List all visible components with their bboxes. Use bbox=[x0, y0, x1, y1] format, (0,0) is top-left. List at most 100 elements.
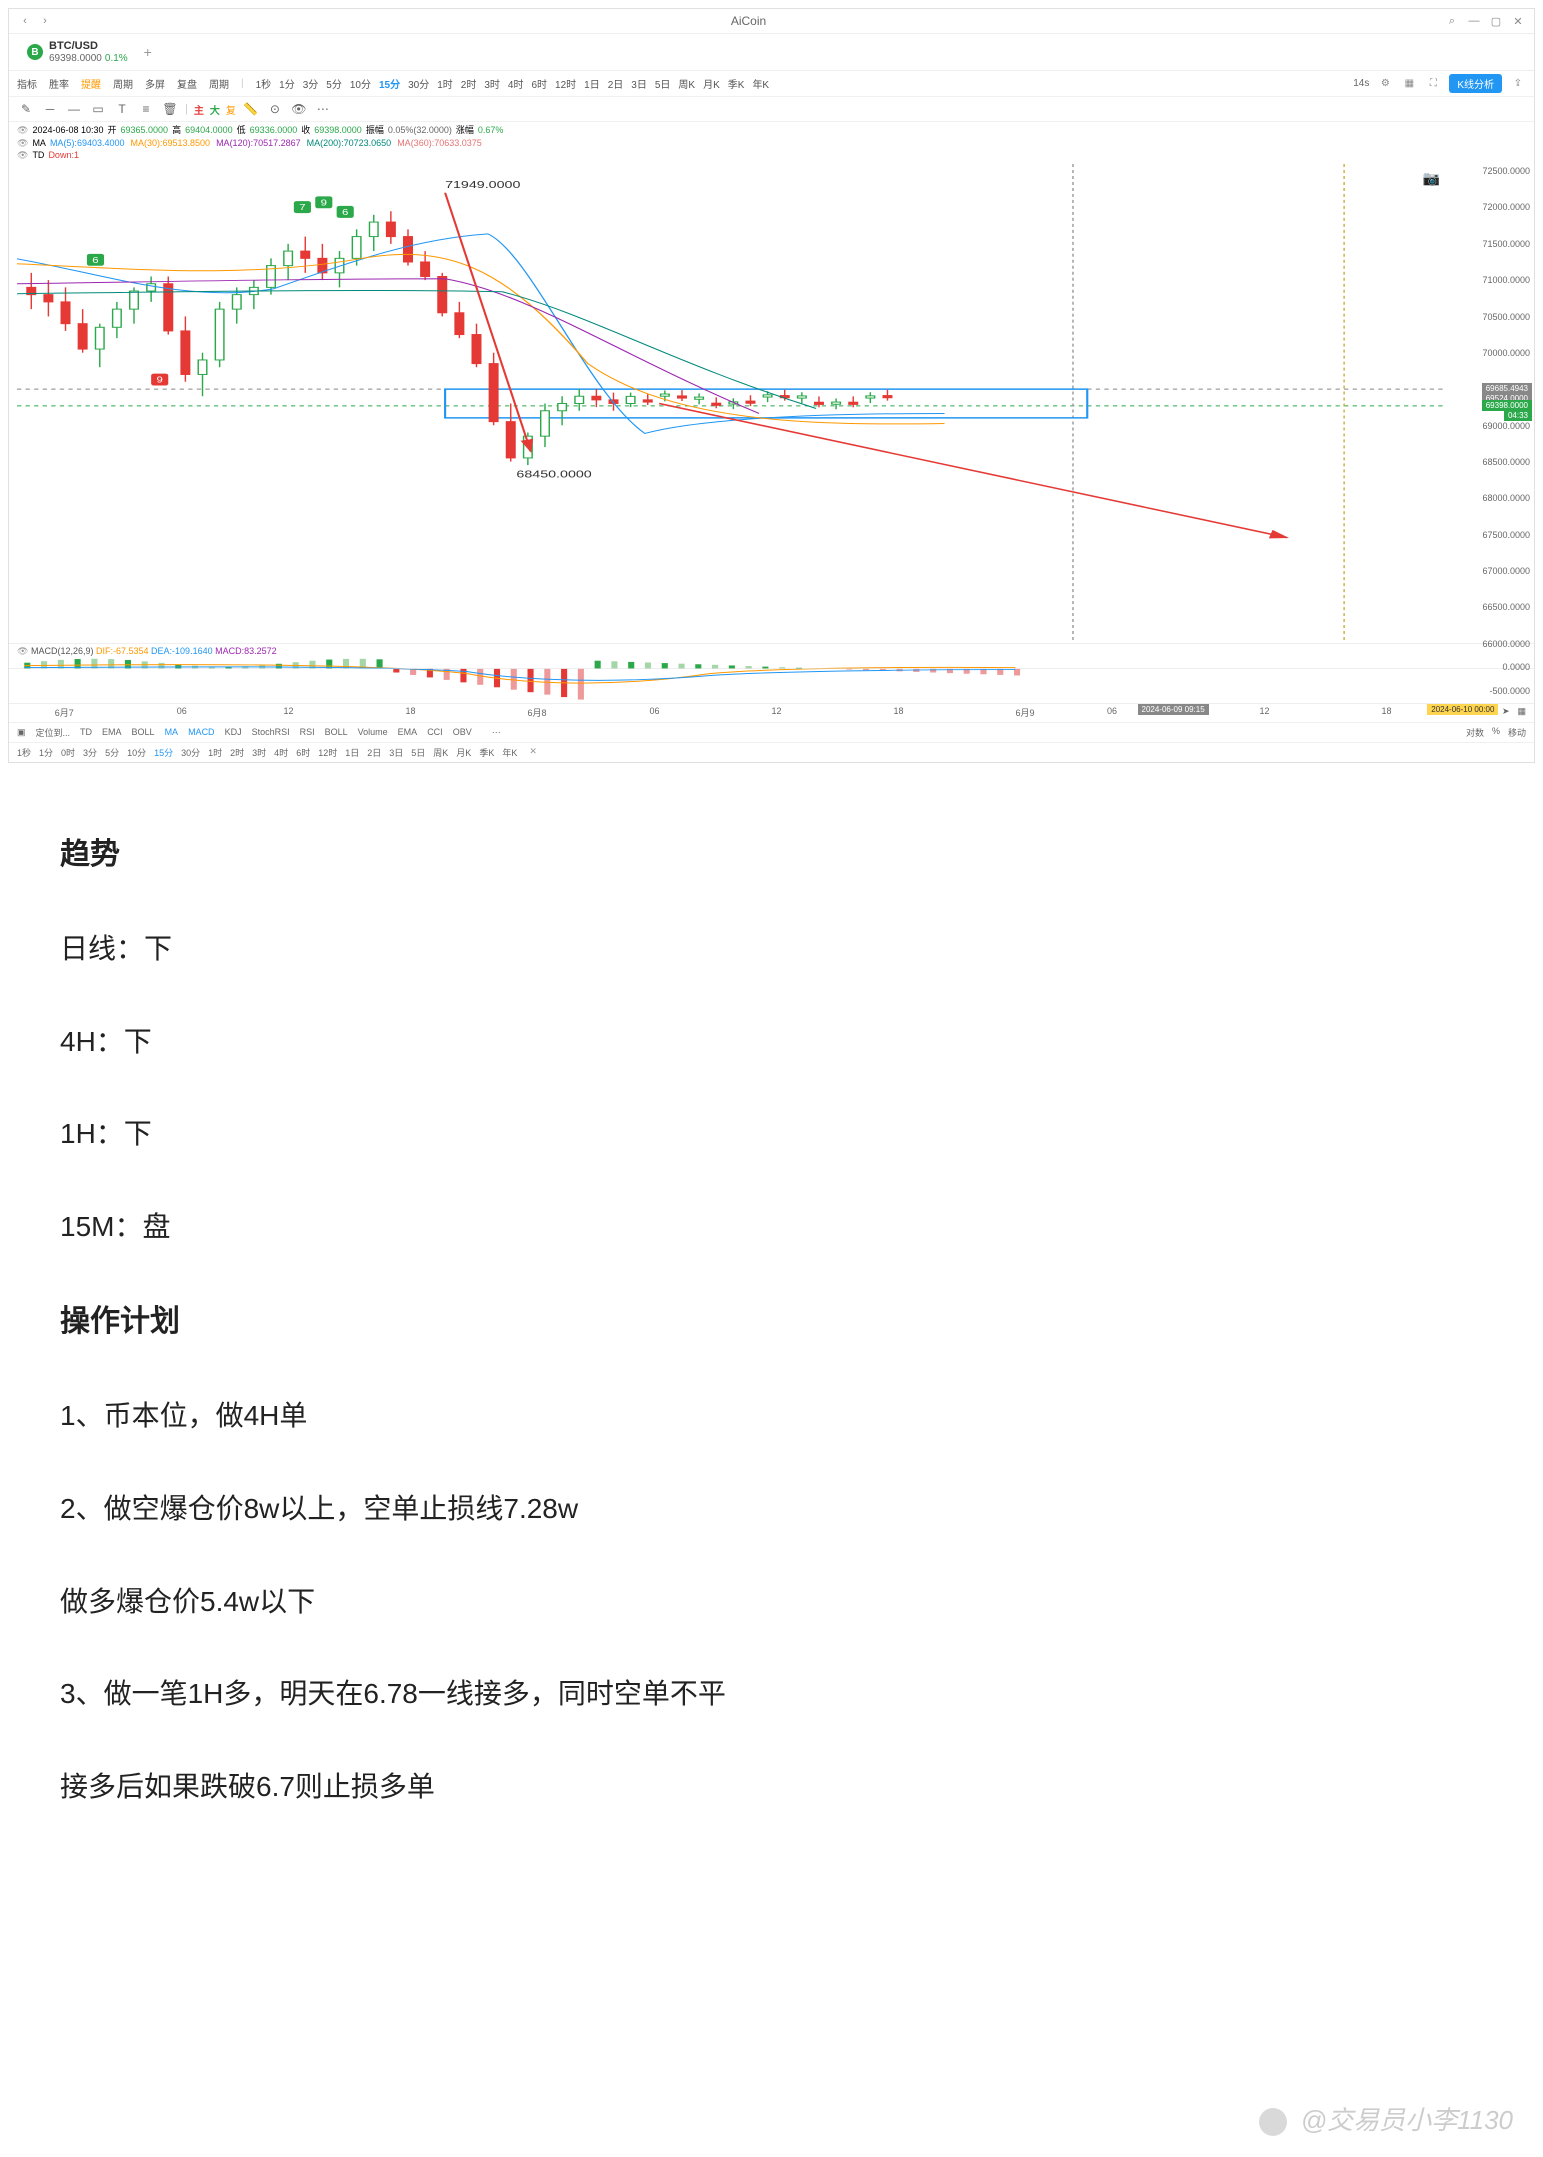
ind-ema[interactable]: EMA bbox=[398, 727, 418, 737]
tf-2日[interactable]: 2日 bbox=[608, 76, 624, 91]
tf-月K[interactable]: 月K bbox=[703, 76, 720, 91]
tf-3分[interactable]: 3分 bbox=[303, 76, 319, 91]
filter-icon[interactable]: ▦ bbox=[1401, 76, 1417, 92]
tb-alert[interactable]: 提醒 bbox=[81, 76, 101, 91]
tf2-1分[interactable]: 1分 bbox=[39, 746, 53, 759]
ind-volume[interactable]: Volume bbox=[358, 727, 388, 737]
tf2-30分[interactable]: 30分 bbox=[181, 746, 200, 759]
draw-fib-icon[interactable]: ≡ bbox=[137, 100, 155, 118]
tf-1分[interactable]: 1分 bbox=[279, 76, 295, 91]
locate-button[interactable]: 定位到... bbox=[36, 726, 71, 739]
xaxis-grid-icon[interactable]: ▦ bbox=[1517, 706, 1526, 717]
tb-winrate[interactable]: 胜率 bbox=[49, 76, 69, 91]
tf-12时[interactable]: 12时 bbox=[555, 76, 576, 91]
tf-5分[interactable]: 5分 bbox=[326, 76, 342, 91]
tb-cycle[interactable]: 周期 bbox=[113, 76, 133, 91]
draw-trash-icon[interactable]: 🗑 bbox=[161, 100, 179, 118]
tf-3时[interactable]: 3时 bbox=[484, 76, 500, 91]
tf-30分[interactable]: 30分 bbox=[408, 76, 429, 91]
draw-hline-icon[interactable]: — bbox=[65, 100, 83, 118]
tf2-2日[interactable]: 2日 bbox=[367, 746, 381, 759]
ind-move[interactable]: 移动 bbox=[1508, 726, 1526, 739]
draw-text-icon[interactable]: T bbox=[113, 100, 131, 118]
maximize-icon[interactable]: ▢ bbox=[1488, 13, 1504, 29]
ind-ema[interactable]: EMA bbox=[102, 727, 122, 737]
eye-macd-icon[interactable]: 👁 bbox=[17, 646, 28, 656]
tb-period[interactable]: 周期 bbox=[209, 76, 229, 91]
tf-6时[interactable]: 6时 bbox=[531, 76, 547, 91]
minimize-icon[interactable]: — bbox=[1466, 13, 1482, 29]
ind-kdj[interactable]: KDJ bbox=[225, 727, 242, 737]
ind-cci[interactable]: CCI bbox=[427, 727, 443, 737]
tf2-0时[interactable]: 0时 bbox=[61, 746, 75, 759]
tf-周K[interactable]: 周K bbox=[678, 76, 695, 91]
tf2-5分[interactable]: 5分 bbox=[105, 746, 119, 759]
draw-pencil-icon[interactable]: ✎ bbox=[17, 100, 35, 118]
ind-log[interactable]: 对数 bbox=[1466, 726, 1484, 739]
share-icon[interactable]: ⇪ bbox=[1510, 76, 1526, 92]
tf2-2时[interactable]: 2时 bbox=[230, 746, 244, 759]
ind-macd[interactable]: MACD bbox=[188, 727, 215, 737]
tf2-4时[interactable]: 4时 bbox=[274, 746, 288, 759]
tb-replay[interactable]: 复盘 bbox=[177, 76, 197, 91]
forward-icon[interactable]: › bbox=[37, 13, 53, 29]
ind-obv[interactable]: OBV bbox=[453, 727, 472, 737]
tf-1秒[interactable]: 1秒 bbox=[256, 76, 272, 91]
btn-main[interactable]: 主 bbox=[194, 102, 204, 117]
tf-close-icon[interactable]: ✕ bbox=[529, 746, 537, 759]
tf-15分[interactable]: 15分 bbox=[379, 76, 400, 91]
ind-more-icon[interactable]: ⋯ bbox=[492, 727, 501, 738]
ind-ma[interactable]: MA bbox=[165, 727, 179, 737]
settings-icon[interactable]: ⚙ bbox=[1377, 76, 1393, 92]
tb-indicators[interactable]: 指标 bbox=[17, 76, 37, 91]
tf-季K[interactable]: 季K bbox=[728, 76, 745, 91]
fullscreen-icon[interactable]: ⛶ bbox=[1425, 76, 1441, 92]
draw-more-icon[interactable]: ⋯ bbox=[314, 100, 332, 118]
tf-10分[interactable]: 10分 bbox=[350, 76, 371, 91]
tf2-12时[interactable]: 12时 bbox=[318, 746, 337, 759]
ind-boll[interactable]: BOLL bbox=[132, 727, 155, 737]
tf2-年K[interactable]: 年K bbox=[502, 746, 517, 759]
tf2-6时[interactable]: 6时 bbox=[296, 746, 310, 759]
eye-td-icon[interactable]: 👁 bbox=[17, 149, 28, 162]
symbol-tab[interactable]: B BTC/USD 69398.0000 0.1% bbox=[17, 38, 138, 66]
tf2-3分[interactable]: 3分 bbox=[83, 746, 97, 759]
tf2-3时[interactable]: 3时 bbox=[252, 746, 266, 759]
collapse-icon[interactable]: ▣ bbox=[17, 727, 26, 738]
tf-1日[interactable]: 1日 bbox=[584, 76, 600, 91]
tf2-月K[interactable]: 月K bbox=[456, 746, 471, 759]
btn-fu[interactable]: 复 bbox=[226, 102, 236, 117]
btn-big[interactable]: 大 bbox=[210, 102, 220, 117]
chart-area[interactable]: 📷 71949.000068450.000067969 72500.000072… bbox=[9, 164, 1534, 644]
tf2-5日[interactable]: 5日 bbox=[411, 746, 425, 759]
tf-4时[interactable]: 4时 bbox=[508, 76, 524, 91]
tf-1时[interactable]: 1时 bbox=[437, 76, 453, 91]
kline-analysis-button[interactable]: K线分析 bbox=[1449, 74, 1502, 93]
tf2-周K[interactable]: 周K bbox=[433, 746, 448, 759]
tf2-10分[interactable]: 10分 bbox=[127, 746, 146, 759]
close-icon[interactable]: ✕ bbox=[1510, 13, 1526, 29]
search-icon[interactable]: ⌕ bbox=[1444, 13, 1460, 29]
tf-2时[interactable]: 2时 bbox=[461, 76, 477, 91]
ind-stochrsi[interactable]: StochRSI bbox=[252, 727, 290, 737]
tf2-季K[interactable]: 季K bbox=[479, 746, 494, 759]
eye-ma-icon[interactable]: 👁 bbox=[17, 137, 28, 150]
macd-panel[interactable]: 👁 MACD(12,26,9) DIF:-67.5354 DEA:-109.16… bbox=[9, 644, 1534, 704]
draw-eye-icon[interactable]: 👁 bbox=[290, 100, 308, 118]
draw-ruler-icon[interactable]: 📏 bbox=[242, 100, 260, 118]
tf2-1秒[interactable]: 1秒 bbox=[17, 746, 31, 759]
tf2-3日[interactable]: 3日 bbox=[389, 746, 403, 759]
back-icon[interactable]: ‹ bbox=[17, 13, 33, 29]
tf2-1日[interactable]: 1日 bbox=[345, 746, 359, 759]
tb-multiscreen[interactable]: 多屏 bbox=[145, 76, 165, 91]
tf-3日[interactable]: 3日 bbox=[631, 76, 647, 91]
ind-td[interactable]: TD bbox=[80, 727, 92, 737]
ind-pct[interactable]: % bbox=[1492, 726, 1500, 739]
add-tab-button[interactable]: + bbox=[138, 44, 158, 60]
eye-ohlc-icon[interactable]: 👁 bbox=[17, 124, 28, 137]
ind-boll[interactable]: BOLL bbox=[325, 727, 348, 737]
draw-magnet-icon[interactable]: ⊙ bbox=[266, 100, 284, 118]
ind-rsi[interactable]: RSI bbox=[300, 727, 315, 737]
tf-5日[interactable]: 5日 bbox=[655, 76, 671, 91]
xaxis-arrow-icon[interactable]: ➤ bbox=[1502, 706, 1510, 717]
